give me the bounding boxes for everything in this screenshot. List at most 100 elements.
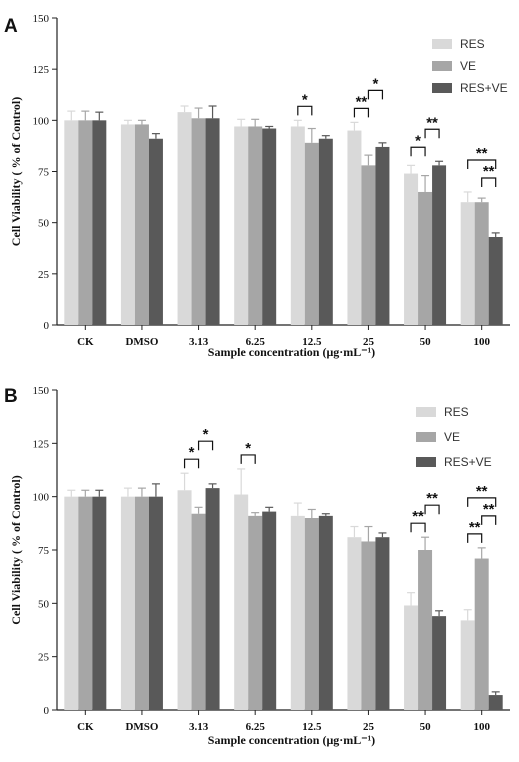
significance-label: * xyxy=(373,75,379,92)
significance-bracket xyxy=(481,177,497,187)
bar-ve xyxy=(418,550,433,710)
significance-bracket xyxy=(410,522,426,533)
x-axis-label: Sample concentration (μg·mL⁻¹) xyxy=(208,733,375,747)
significance-label: ** xyxy=(469,519,481,536)
bar-res-ve xyxy=(148,496,163,710)
y-tick-label: 100 xyxy=(33,492,50,504)
y-tick-label: 50 xyxy=(38,218,50,230)
panel-letter: B xyxy=(4,386,18,407)
x-tick-label: 3.13 xyxy=(189,336,209,348)
bar-ve xyxy=(248,126,263,326)
x-tick-label: CK xyxy=(77,336,94,348)
significance-label: ** xyxy=(356,93,368,110)
significance-bracket xyxy=(297,105,313,116)
legend-swatch xyxy=(416,457,436,467)
x-tick-label: 50 xyxy=(420,336,432,348)
x-tick-label: 50 xyxy=(420,721,432,733)
bar-res-ve xyxy=(205,118,220,325)
bar-res xyxy=(404,605,419,710)
legend-label: VE xyxy=(444,430,460,444)
x-tick-label: 3.13 xyxy=(189,721,209,733)
significance-bracket xyxy=(481,515,497,525)
bar-res-ve xyxy=(318,515,333,710)
x-tick-label: DMSO xyxy=(125,721,158,733)
significance-bracket xyxy=(410,146,426,157)
legend-swatch xyxy=(416,432,436,442)
significance-label: * xyxy=(302,91,308,108)
bar-res-ve xyxy=(262,128,277,325)
bar-res xyxy=(177,112,192,325)
bar-res-ve xyxy=(375,537,390,710)
y-axis-label: Cell Viability ( % of Control) xyxy=(9,475,23,624)
y-tick-label: 0 xyxy=(44,320,50,332)
bar-res xyxy=(460,202,475,325)
significance-bracket xyxy=(467,533,483,543)
x-tick-label: 12.5 xyxy=(302,336,322,348)
bar-res xyxy=(177,490,192,710)
y-tick-label: 150 xyxy=(33,13,50,25)
bar-res-ve xyxy=(318,138,333,325)
x-tick-label: 25 xyxy=(363,336,375,348)
significance-bracket xyxy=(183,458,200,469)
bar-ve xyxy=(474,202,489,325)
bar-res-ve xyxy=(262,511,277,710)
bar-res-ve xyxy=(432,616,447,710)
bar-res-ve xyxy=(92,496,107,710)
x-tick-label: CK xyxy=(77,721,94,733)
y-tick-label: 0 xyxy=(44,705,50,717)
significance-bracket xyxy=(467,497,497,507)
bar-ve xyxy=(361,541,376,710)
bar-ve xyxy=(191,513,206,710)
significance-bracket xyxy=(197,440,214,451)
significance-label: * xyxy=(415,132,421,149)
x-tick-label: 100 xyxy=(473,336,490,348)
x-tick-label: 6.25 xyxy=(246,721,266,733)
bar-ve xyxy=(304,142,319,325)
bar-ve xyxy=(474,558,489,710)
bar-res-ve xyxy=(375,146,390,325)
chart-panel-b: B 0 25 50 75 100 125 150 CK DMSO 3.13 6.25 12.5 25 50 1… xyxy=(4,385,510,747)
bar-res xyxy=(347,130,362,325)
panel-letter: A xyxy=(4,16,18,37)
y-tick-label: 125 xyxy=(33,438,50,450)
bar-res xyxy=(64,120,79,325)
significance-bracket xyxy=(240,454,256,464)
significance-bracket xyxy=(424,504,440,515)
significance-label: ** xyxy=(426,114,438,131)
bar-res-ve xyxy=(205,488,220,710)
legend-swatch xyxy=(416,407,436,417)
x-tick-label: DMSO xyxy=(125,336,158,348)
legend-label: RES xyxy=(460,37,485,51)
bar-ve xyxy=(134,496,149,710)
bar-res-ve xyxy=(148,138,163,325)
legend-label: RES xyxy=(444,405,469,419)
x-tick-label: 25 xyxy=(363,721,375,733)
significance-label: ** xyxy=(476,145,488,162)
x-tick-label: 100 xyxy=(473,721,490,733)
significance-label: * xyxy=(245,440,251,457)
y-tick-label: 50 xyxy=(38,598,50,610)
bar-ve xyxy=(248,515,263,710)
legend-swatch xyxy=(432,83,452,93)
bar-res xyxy=(290,515,305,710)
significance-bracket xyxy=(424,128,440,139)
legend-swatch xyxy=(432,39,452,49)
legend-label: RES+VE xyxy=(444,455,492,469)
bar-ve xyxy=(78,120,93,325)
legend-label: VE xyxy=(460,59,476,73)
significance-label: ** xyxy=(483,501,495,518)
bar-ve xyxy=(191,118,206,325)
bar-res xyxy=(64,496,79,710)
bar-res-ve xyxy=(92,120,107,325)
y-tick-label: 25 xyxy=(38,269,50,281)
x-tick-label: 12.5 xyxy=(302,721,322,733)
y-axis-label: Cell Viability ( % of Control) xyxy=(9,97,23,246)
legend-label: RES+VE xyxy=(460,81,508,95)
significance-label: ** xyxy=(483,163,495,180)
y-tick-label: 25 xyxy=(38,652,50,664)
y-tick-label: 125 xyxy=(33,64,50,76)
bar-ve xyxy=(78,496,93,710)
significance-label: * xyxy=(189,444,195,461)
x-axis-label: Sample concentration (μg·mL⁻¹) xyxy=(208,345,375,359)
